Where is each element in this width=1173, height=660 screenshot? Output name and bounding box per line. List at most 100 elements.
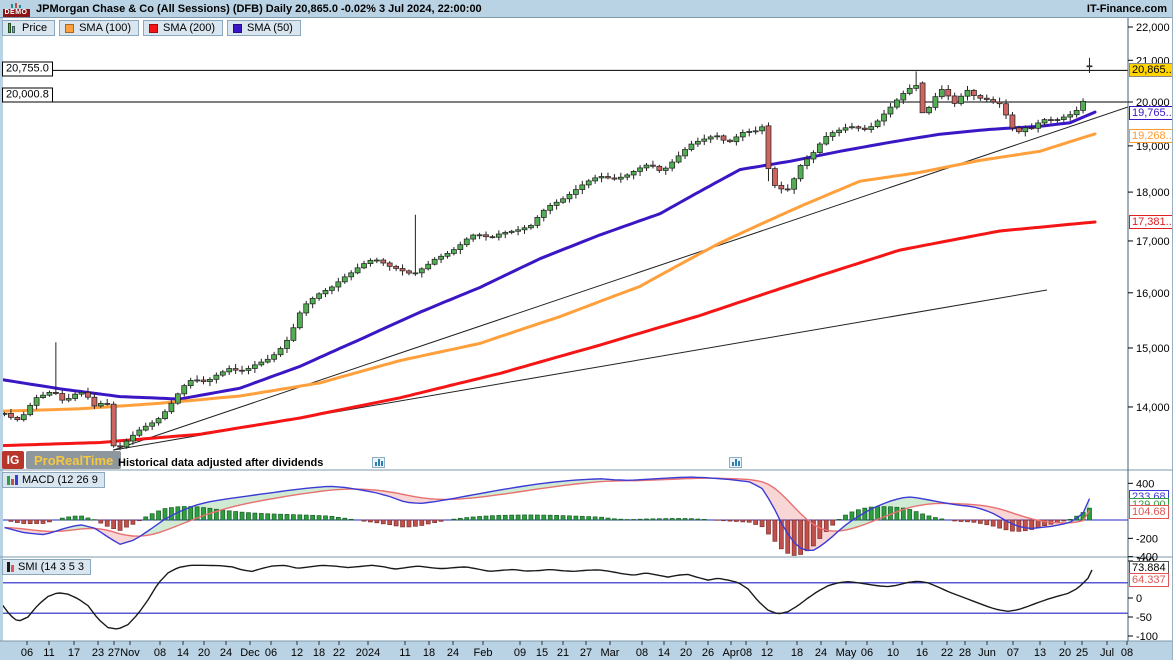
macd-histogram-bar [1029,519,1035,530]
candle-body [585,180,592,186]
candle-body [252,364,258,369]
legend-label: SMA (50) [247,22,293,34]
macd-histogram-bar [361,519,367,522]
candle-body [85,392,91,398]
macd-histogram-bar [900,507,906,521]
macd-histogram-bar [952,519,958,522]
candle-body [919,82,926,114]
macd-histogram-bar [939,518,945,521]
candle-body [662,167,669,171]
candle-body [213,374,220,380]
macd-fill [530,484,538,491]
macd-histogram-bar [149,513,155,521]
candle-body [1022,127,1029,133]
date-tick-label: 12 [761,647,773,659]
macd-histogram-bar [239,511,245,521]
candle-body [65,398,72,401]
macd-histogram-bar [984,519,990,526]
date-tick-label: 20 [1059,647,1071,659]
macd-fill [216,499,223,512]
axis-tick-label: 16,000 [1136,288,1170,300]
candle-body [637,167,643,172]
macd-histogram-bar [470,516,476,521]
date-tick-label: 24 [447,647,459,659]
macd-histogram-bar [573,515,579,521]
candle-body [816,143,823,153]
macd-fill [299,488,307,495]
macd-histogram-bar [811,519,816,547]
macd-fill [235,496,243,507]
macd-histogram-bar [1087,507,1092,521]
macd-fill [916,497,923,507]
macd-histogram-bar [291,514,296,521]
candle-body [971,89,977,96]
sma50-swatch-icon [233,23,242,33]
macd-fill [986,506,994,514]
candle-body [874,120,881,128]
legend-item-price[interactable]: Price [2,20,56,36]
candle-body [643,164,650,169]
macd-histogram-bar [612,518,617,521]
candle-body [1080,100,1086,111]
axis-tick-label: 14,000 [1136,402,1170,414]
candle-body [829,132,836,137]
date-tick-label: 16 [916,647,928,659]
macd-fill [543,482,551,489]
macd-histogram-bar [258,513,264,521]
candle-body [951,95,958,104]
candle-body [502,232,509,235]
candle-body [187,380,194,386]
macd-histogram-bar [1067,519,1073,521]
candle-body [425,263,432,270]
candle-body [354,267,361,274]
date-tick-label: 10 [887,647,899,659]
macd-fill [280,490,287,498]
macd-histogram-bar [34,519,39,524]
macd-histogram-bar [560,515,566,521]
smi-signal-value-tag: 64.337 [1129,573,1169,587]
legend-item-sma50[interactable]: SMA (50) [227,20,301,36]
macd-histogram-bar [201,507,206,521]
candle-body [1086,65,1093,68]
smi-indicator-label[interactable]: SMI (14 3 5 3 [2,559,92,575]
date-tick-label: 18 [313,647,325,659]
macd-histogram-bar [271,513,277,521]
macd-indicator-label[interactable]: MACD (12 26 9 [2,472,105,488]
date-tick-label: 27 [580,647,592,659]
level-label-20755[interactable]: 20,755.0 [2,61,53,77]
date-tick-label: 18 [791,647,803,659]
macd-histogram-bar [98,519,104,524]
dividends-note: Historical data adjusted after dividends [118,457,324,469]
macd-histogram-bar [823,519,829,532]
macd-histogram-bar [335,516,341,521]
candle-body [52,392,59,394]
macd-fill [755,480,763,489]
candle-body [881,113,887,122]
candle-body [232,368,239,371]
macd-histogram-bar [798,519,803,555]
candle-body [694,140,701,145]
candle-body [515,229,521,232]
macd-histogram-bar [406,519,412,528]
macd-histogram-bar [528,514,534,521]
legend-item-sma200[interactable]: SMA (200) [143,20,223,36]
legend-item-sma100[interactable]: SMA (100) [59,20,140,36]
candle-body [271,354,278,360]
macd-histogram-bar [181,506,187,521]
macd-histogram-bar [14,519,20,523]
macd-histogram-bar [965,519,970,523]
macd-histogram-bar [1010,519,1015,532]
macd-histogram-bar [689,518,694,521]
candle-body [380,259,387,264]
date-tick-label: Jun [978,647,996,659]
macd-signal-line [4,477,1091,537]
macd-histogram-bar [502,514,508,521]
candle-body [296,312,303,329]
date-tick-label: 20 [680,647,692,659]
candle-body [348,272,355,278]
macd-histogram-bar [156,510,161,521]
candle-body [226,368,233,373]
candle-body [701,138,708,142]
level-label-20000[interactable]: 20,000.8 [2,87,53,103]
